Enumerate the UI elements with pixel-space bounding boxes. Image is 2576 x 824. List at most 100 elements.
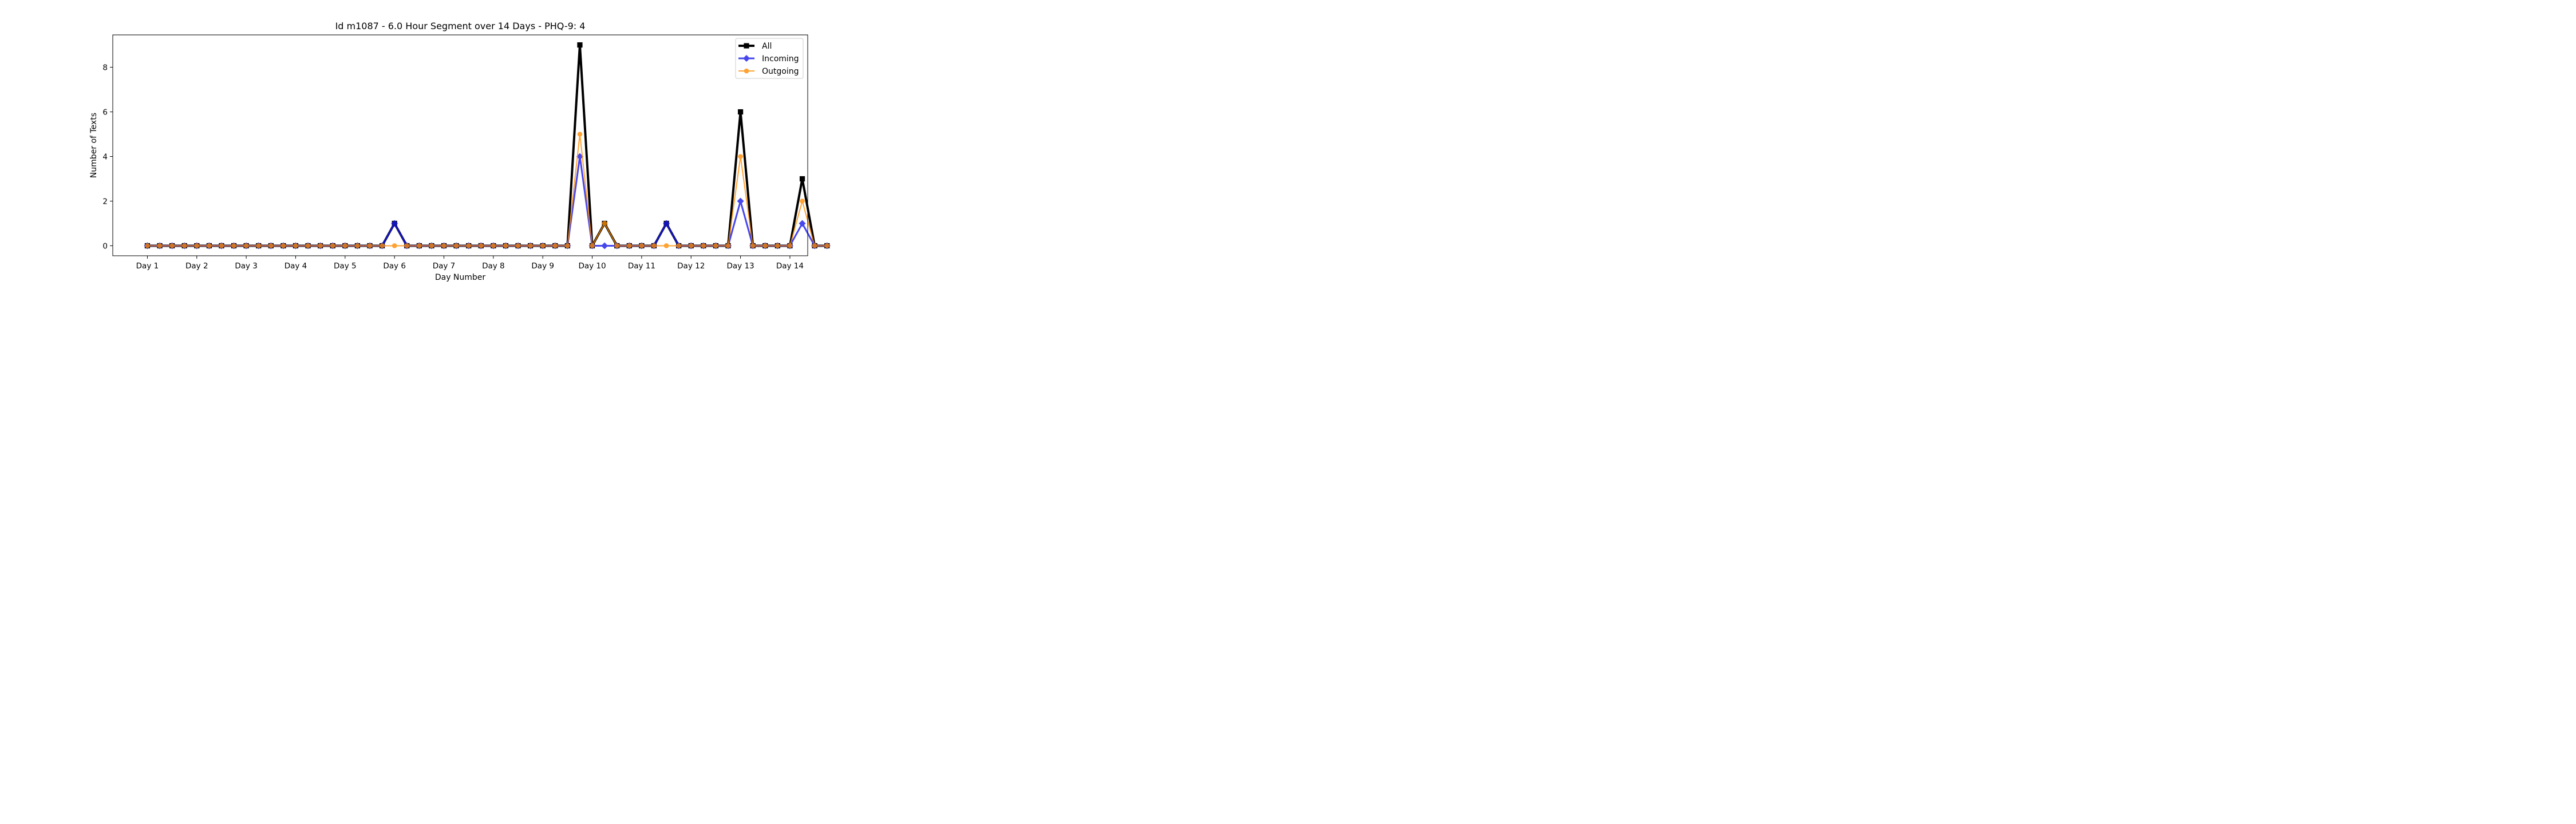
x-tick-label: Day 6 <box>383 262 406 271</box>
y-axis: 0 2 4 6 8 <box>102 64 113 251</box>
data-point-outgoing <box>466 243 471 248</box>
legend-label-all: All <box>762 42 772 51</box>
legend: All Incoming Outgoing <box>735 38 804 79</box>
data-point-outgoing <box>441 243 447 248</box>
data-point-outgoing <box>701 243 706 248</box>
data-point-incoming <box>663 220 670 227</box>
data-point-outgoing <box>169 243 175 248</box>
legend-label-incoming: Incoming <box>762 54 799 64</box>
data-point-outgoing <box>145 243 150 248</box>
data-point-outgoing <box>305 243 311 248</box>
x-tick-label: Day 5 <box>334 262 357 271</box>
data-point-outgoing <box>738 154 743 159</box>
y-tick-label: 4 <box>102 152 108 161</box>
data-point-outgoing <box>207 243 212 248</box>
data-point-outgoing <box>392 243 397 248</box>
series-line-outgoing <box>147 133 827 247</box>
data-point-outgoing <box>812 243 817 248</box>
data-point-outgoing <box>515 243 521 248</box>
data-point-outgoing <box>602 221 607 226</box>
data-point-outgoing <box>268 243 274 248</box>
x-tick-label: Day 10 <box>578 262 606 271</box>
data-point-outgoing <box>157 243 163 248</box>
data-point-outgoing <box>417 243 422 248</box>
data-point-outgoing <box>330 243 335 248</box>
data-point-outgoing <box>194 243 200 248</box>
x-tick-label: Day 13 <box>727 262 754 271</box>
plot-frame <box>112 34 808 256</box>
data-point-outgoing <box>231 243 236 248</box>
data-point-outgoing <box>663 243 669 248</box>
data-point-outgoing <box>762 243 768 248</box>
data-point-outgoing <box>491 243 496 248</box>
series-line-all <box>147 43 827 247</box>
chart-svg: Id m1087 - 6.0 Hour Segment over 14 Days… <box>89 21 831 282</box>
series-outgoing <box>145 132 829 248</box>
legend-marker-outgoing <box>744 68 749 74</box>
data-point-outgoing <box>750 243 756 248</box>
data-point-outgoing <box>355 243 360 248</box>
x-tick-label: Day 1 <box>136 262 159 271</box>
y-tick-label: 0 <box>102 241 108 251</box>
data-point-outgoing <box>626 243 632 248</box>
data-point-outgoing <box>676 243 681 248</box>
data-point-all <box>737 109 744 115</box>
x-tick-label: Day 11 <box>628 262 655 271</box>
y-axis-label: Number of Texts <box>89 113 98 178</box>
line-chart-figure: Id m1087 - 6.0 Hour Segment over 14 Days… <box>0 0 891 286</box>
series-all <box>144 42 830 249</box>
x-tick-label: Day 7 <box>433 262 456 271</box>
data-point-outgoing <box>181 243 187 248</box>
data-point-all <box>577 42 583 48</box>
data-point-outgoing <box>318 243 323 248</box>
data-point-outgoing <box>342 243 348 248</box>
series-incoming <box>144 153 831 249</box>
data-point-outgoing <box>688 243 694 248</box>
data-point-incoming <box>391 220 398 227</box>
data-point-outgoing <box>429 243 434 248</box>
data-point-outgoing <box>725 243 731 248</box>
legend-label-outgoing: Outgoing <box>762 67 799 76</box>
legend-marker-incoming <box>743 55 750 62</box>
data-point-outgoing <box>787 243 793 248</box>
data-point-outgoing <box>590 243 595 248</box>
x-axis-label: Day Number <box>435 273 486 282</box>
legend-box <box>735 38 804 79</box>
data-point-outgoing <box>478 243 484 248</box>
data-point-outgoing <box>256 243 262 248</box>
data-point-outgoing <box>800 199 805 204</box>
plot-area <box>144 42 831 249</box>
data-point-outgoing <box>280 243 286 248</box>
series-line-incoming <box>147 155 827 247</box>
data-point-outgoing <box>404 243 410 248</box>
data-point-outgoing <box>552 243 558 248</box>
data-point-outgoing <box>540 243 546 248</box>
data-point-outgoing <box>243 243 249 248</box>
x-tick-label: Day 8 <box>482 262 505 271</box>
legend-item-outgoing <box>738 68 754 74</box>
x-tick-label: Day 14 <box>776 262 804 271</box>
x-tick-label: Day 3 <box>235 262 258 271</box>
x-tick-label: Day 9 <box>531 262 554 271</box>
x-tick-label: Day 12 <box>677 262 705 271</box>
data-point-outgoing <box>651 243 657 248</box>
chart-title: Id m1087 - 6.0 Hour Segment over 14 Days… <box>335 21 586 31</box>
data-point-all <box>799 176 805 182</box>
x-axis: Day 1 Day 2 Day 3 Day 4 Day 5 Day 6 Day 7 Day 8… <box>136 256 804 271</box>
data-point-outgoing <box>528 243 533 248</box>
data-point-outgoing <box>503 243 508 248</box>
legend-item-incoming <box>738 55 754 62</box>
x-tick-label: Day 4 <box>285 262 307 271</box>
legend-marker-all <box>744 43 749 49</box>
data-point-outgoing <box>293 243 298 248</box>
data-point-outgoing <box>219 243 224 248</box>
data-point-incoming <box>799 220 806 227</box>
y-tick-label: 8 <box>102 64 108 73</box>
data-point-outgoing <box>367 243 373 248</box>
legend-item-all <box>738 43 754 49</box>
data-point-incoming <box>737 197 744 205</box>
y-tick-label: 2 <box>102 197 108 206</box>
data-point-outgoing <box>577 132 583 137</box>
data-point-outgoing <box>453 243 459 248</box>
y-tick-label: 6 <box>102 108 108 117</box>
